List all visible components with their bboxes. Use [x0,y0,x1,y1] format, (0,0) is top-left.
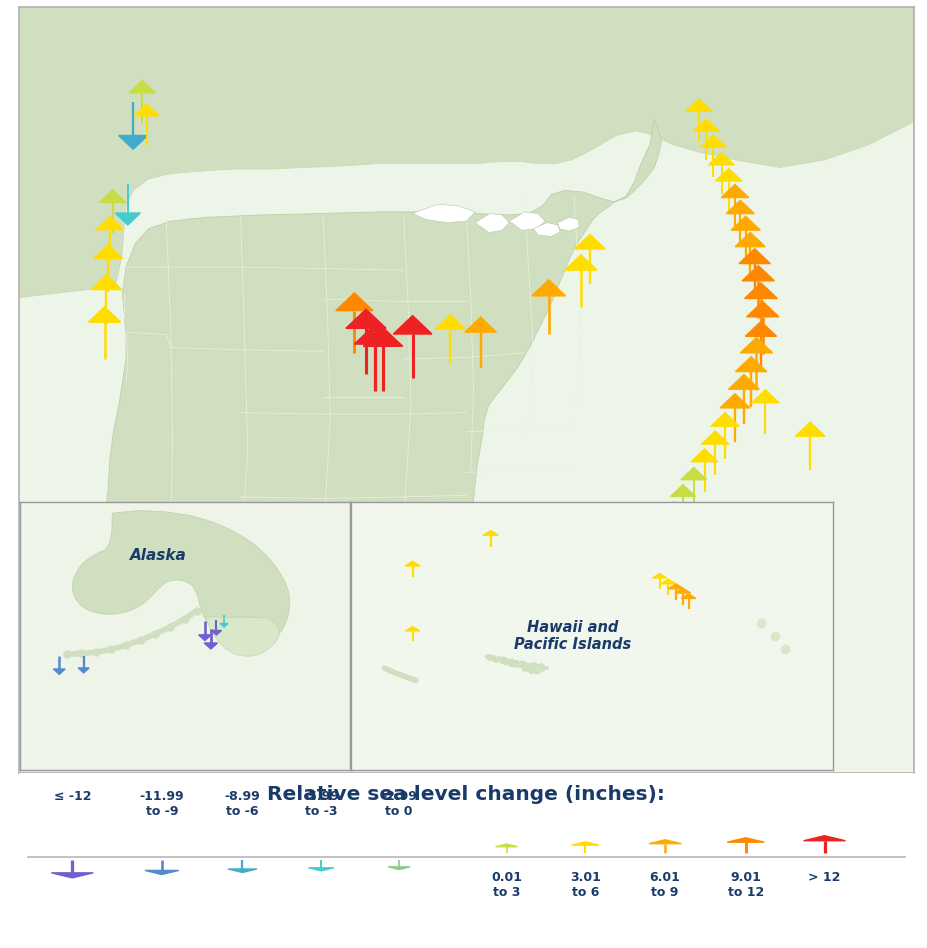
Polygon shape [336,293,373,311]
Polygon shape [652,574,666,578]
Polygon shape [746,301,778,317]
Polygon shape [730,216,759,230]
Polygon shape [794,422,824,436]
Polygon shape [744,321,776,337]
Polygon shape [119,136,147,149]
Polygon shape [145,870,179,874]
Text: 9.01
to 12: 9.01 to 12 [727,871,763,899]
Polygon shape [91,275,121,289]
Polygon shape [363,328,402,346]
Polygon shape [742,265,773,281]
Polygon shape [691,449,717,462]
Polygon shape [686,99,711,111]
Text: 6.01
to 9: 6.01 to 9 [649,871,679,899]
Polygon shape [72,510,289,645]
Polygon shape [680,594,695,598]
Text: > 12: > 12 [807,871,840,884]
Text: ≤ -12: ≤ -12 [54,791,91,803]
Polygon shape [740,337,772,353]
Text: Alaska: Alaska [131,548,187,563]
Polygon shape [700,135,726,147]
Text: -8.99
to -6: -8.99 to -6 [224,791,260,818]
Polygon shape [495,844,517,847]
Polygon shape [571,842,599,845]
Polygon shape [701,431,729,445]
Polygon shape [726,200,754,213]
Polygon shape [674,588,690,593]
Polygon shape [719,393,749,408]
Polygon shape [483,531,498,536]
Text: -5.99
to -3: -5.99 to -3 [303,791,338,818]
Polygon shape [728,374,758,390]
Polygon shape [413,204,475,223]
Polygon shape [393,316,431,334]
Text: Hawaii and
Pacific Islands: Hawaii and Pacific Islands [514,620,630,652]
Polygon shape [727,838,764,842]
Polygon shape [346,309,386,328]
Polygon shape [533,223,560,236]
Polygon shape [19,7,913,298]
Polygon shape [72,120,661,696]
Polygon shape [735,356,766,372]
Polygon shape [648,840,680,844]
Polygon shape [715,169,741,181]
Polygon shape [574,234,604,249]
Polygon shape [309,867,334,871]
Polygon shape [489,656,507,664]
Polygon shape [228,869,257,872]
Polygon shape [660,579,675,584]
Polygon shape [710,412,739,427]
Polygon shape [803,836,844,841]
Polygon shape [51,873,93,878]
Polygon shape [693,119,718,131]
Polygon shape [669,484,695,497]
Polygon shape [204,643,217,649]
Polygon shape [708,153,733,165]
Polygon shape [743,283,777,299]
Text: Relative sea level change (inches):: Relative sea level change (inches): [267,785,665,804]
Polygon shape [499,658,513,664]
Polygon shape [133,104,159,116]
Polygon shape [464,318,496,332]
Polygon shape [211,630,222,635]
Polygon shape [680,467,706,480]
Polygon shape [738,248,769,264]
Polygon shape [88,307,121,322]
Polygon shape [205,617,279,656]
Polygon shape [354,324,395,344]
Text: 3.01
to 6: 3.01 to 6 [569,871,600,899]
Polygon shape [565,255,596,270]
Polygon shape [645,533,669,544]
Polygon shape [405,627,419,631]
Polygon shape [734,232,765,246]
Polygon shape [519,662,547,674]
Polygon shape [53,669,65,674]
Polygon shape [475,213,509,232]
Polygon shape [129,81,155,93]
Polygon shape [509,212,544,230]
Polygon shape [557,217,578,231]
Polygon shape [198,635,211,641]
Polygon shape [661,501,686,514]
Polygon shape [510,660,527,668]
Polygon shape [387,866,410,869]
Polygon shape [751,390,779,403]
Polygon shape [78,668,89,673]
Polygon shape [531,280,565,296]
Polygon shape [484,654,495,660]
Polygon shape [96,217,123,229]
Polygon shape [99,190,126,203]
Text: -11.99
to -9: -11.99 to -9 [139,791,184,818]
Text: -2.99
to 0: -2.99 to 0 [381,791,416,818]
Polygon shape [220,624,228,627]
Polygon shape [720,185,748,197]
Polygon shape [652,516,677,528]
Polygon shape [404,561,420,566]
Polygon shape [435,315,464,329]
Polygon shape [94,245,122,259]
Polygon shape [667,584,683,589]
Text: 0.01
to 3: 0.01 to 3 [490,871,522,899]
Polygon shape [504,660,518,667]
Polygon shape [115,213,140,225]
